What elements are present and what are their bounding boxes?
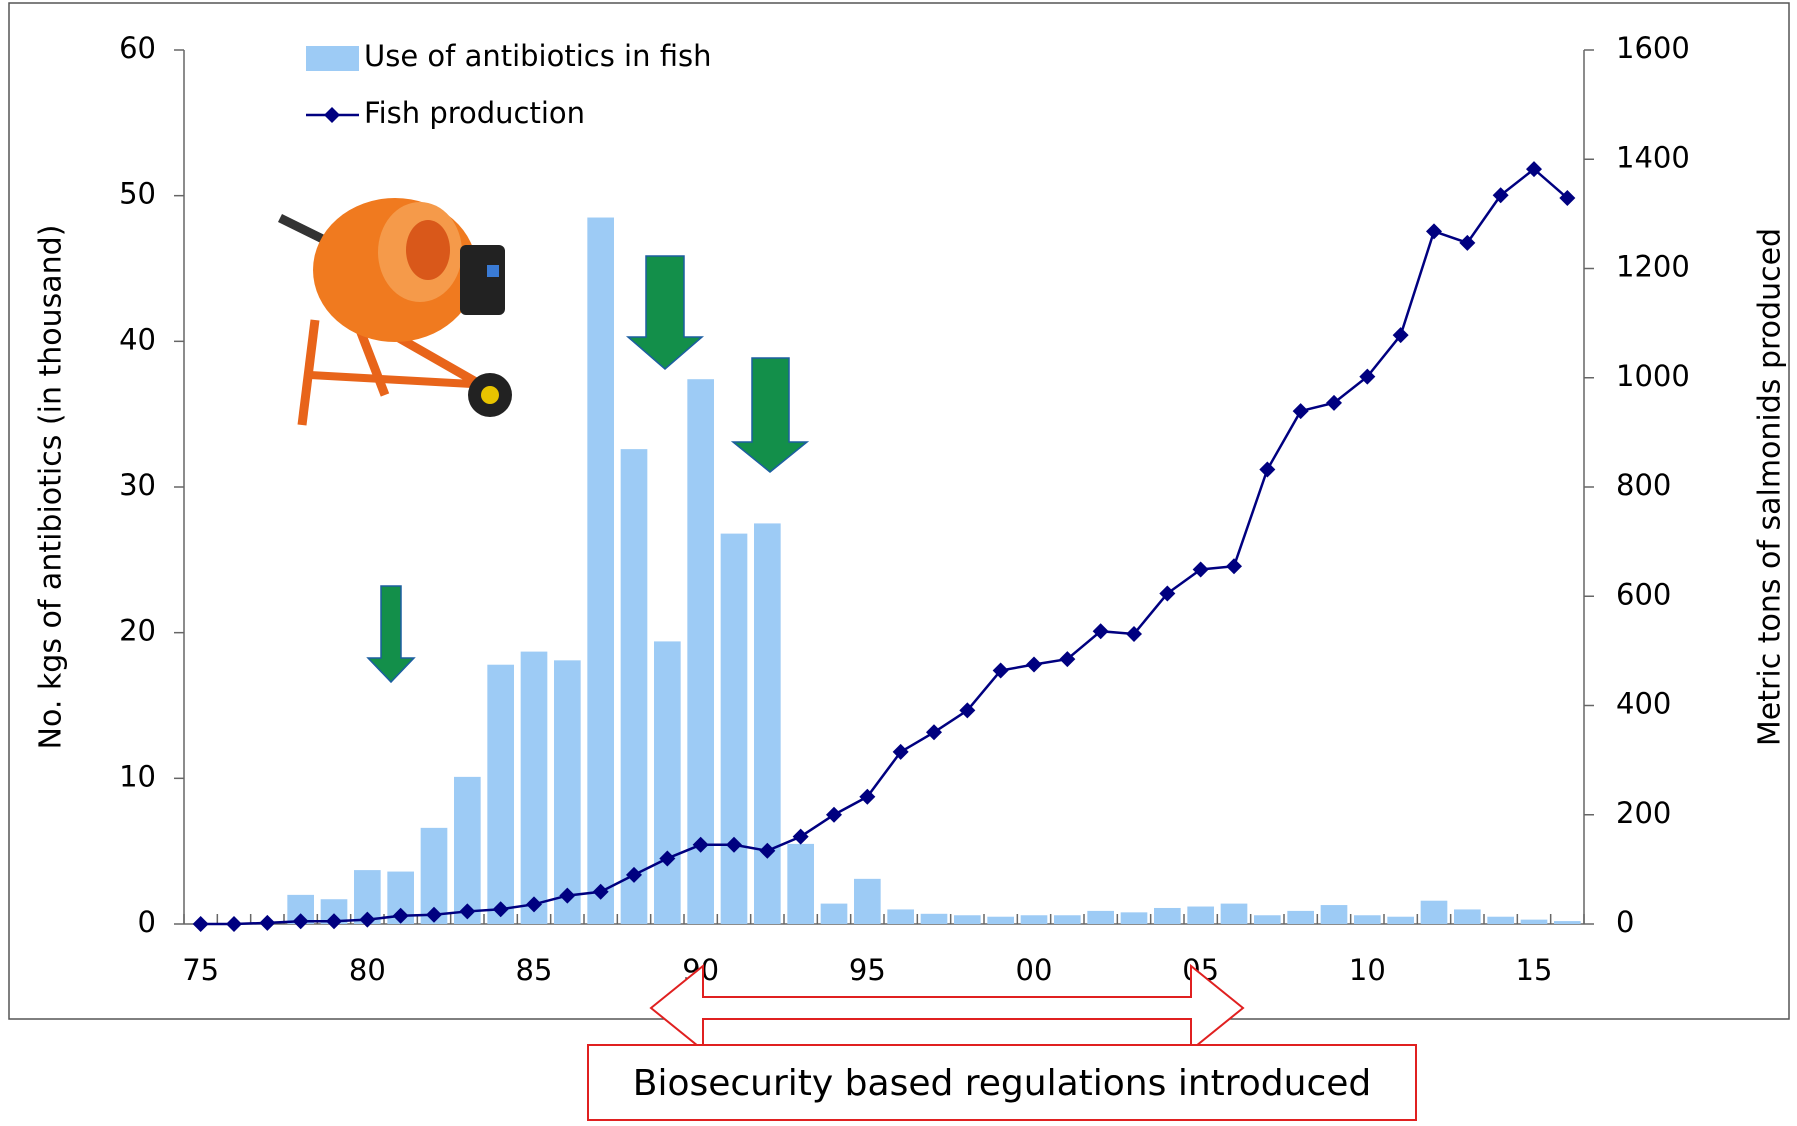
line-marker xyxy=(1226,558,1242,574)
bar xyxy=(587,218,614,924)
bar xyxy=(1454,909,1481,924)
mixer-illustration xyxy=(280,198,512,425)
bar xyxy=(1287,911,1314,924)
line-marker xyxy=(1293,403,1309,419)
y2-tick-label: 400 xyxy=(1616,687,1671,721)
bar xyxy=(1221,904,1248,924)
bar xyxy=(1187,907,1214,924)
y2-tick-label: 1400 xyxy=(1616,140,1690,174)
bar xyxy=(1521,920,1548,924)
plot-area: 0102030405060020040060080010001200140016… xyxy=(119,31,1690,987)
line-marker xyxy=(1459,235,1475,251)
bar xyxy=(821,904,848,924)
line-marker xyxy=(1193,561,1209,577)
legend-swatch xyxy=(324,107,340,123)
line-marker xyxy=(826,807,842,823)
bar xyxy=(1121,912,1148,924)
y-tick-label: 0 xyxy=(138,905,156,939)
bar xyxy=(1087,911,1114,924)
x-tick-label: 80 xyxy=(349,953,386,987)
bar xyxy=(1421,901,1448,924)
x-tick-label: 15 xyxy=(1516,953,1553,987)
y-tick-label: 50 xyxy=(119,177,156,211)
bar xyxy=(1254,915,1281,924)
line-marker xyxy=(226,916,242,932)
line-marker xyxy=(926,724,942,740)
bar xyxy=(721,534,748,924)
y-axis-title: No. kgs of antibiotics (in thousand) xyxy=(34,225,69,750)
bar xyxy=(787,844,814,924)
bar xyxy=(454,777,481,924)
y2-tick-label: 200 xyxy=(1616,796,1671,830)
bar xyxy=(1554,921,1581,924)
bar xyxy=(921,914,948,924)
y-tick-label: 60 xyxy=(119,31,156,65)
bar xyxy=(554,660,581,924)
bar xyxy=(1387,917,1414,924)
legend-swatch xyxy=(306,46,359,71)
legend-label: Use of antibiotics in fish xyxy=(364,39,711,73)
chart-frame xyxy=(9,3,1789,1019)
bar xyxy=(654,641,681,924)
bar xyxy=(1154,908,1181,924)
x-tick-label: 95 xyxy=(849,953,886,987)
page: {"chart_data": { "type": "combo", "categ… xyxy=(0,0,1797,1122)
y2-axis-title: Metric tons of salmonids produced xyxy=(1753,228,1788,746)
y2-tick-label: 1200 xyxy=(1616,250,1690,284)
bar xyxy=(1054,915,1081,924)
line-marker xyxy=(793,829,809,845)
bar xyxy=(487,665,514,924)
line-marker xyxy=(193,916,209,932)
y-tick-label: 10 xyxy=(119,759,156,793)
x-tick-label: 85 xyxy=(516,953,553,987)
legend-label: Fish production xyxy=(364,96,585,130)
y2-tick-label: 1000 xyxy=(1616,359,1690,393)
line-marker xyxy=(1426,223,1442,239)
y-tick-label: 30 xyxy=(119,468,156,502)
bar xyxy=(1321,905,1348,924)
bar xyxy=(1021,915,1048,924)
y-tick-label: 20 xyxy=(119,614,156,648)
bar xyxy=(754,523,781,924)
y2-tick-label: 800 xyxy=(1616,468,1671,502)
bar xyxy=(521,652,548,924)
bar xyxy=(854,879,881,924)
x-tick-label: 75 xyxy=(182,953,219,987)
line-marker xyxy=(1026,657,1042,673)
y2-tick-label: 600 xyxy=(1616,577,1671,611)
y2-tick-label: 0 xyxy=(1616,905,1634,939)
bar xyxy=(621,449,648,924)
bar xyxy=(954,915,981,924)
bar xyxy=(1487,917,1514,924)
annotation: Biosecurity based regulations introduced xyxy=(633,1063,1372,1104)
bar xyxy=(1354,915,1381,924)
y-tick-label: 40 xyxy=(119,322,156,356)
chart: 0102030405060020040060080010001200140016… xyxy=(0,0,1797,1122)
y2-tick-label: 1600 xyxy=(1616,31,1690,65)
down-arrow xyxy=(733,358,807,472)
x-tick-label: 10 xyxy=(1349,953,1386,987)
down-arrow xyxy=(368,586,414,682)
down-arrow xyxy=(628,256,702,369)
bar xyxy=(887,909,914,924)
double-arrow xyxy=(651,966,1243,1050)
x-tick-label: 00 xyxy=(1016,953,1053,987)
line-marker xyxy=(1259,462,1275,478)
bar xyxy=(987,917,1014,924)
line-marker xyxy=(259,915,275,931)
